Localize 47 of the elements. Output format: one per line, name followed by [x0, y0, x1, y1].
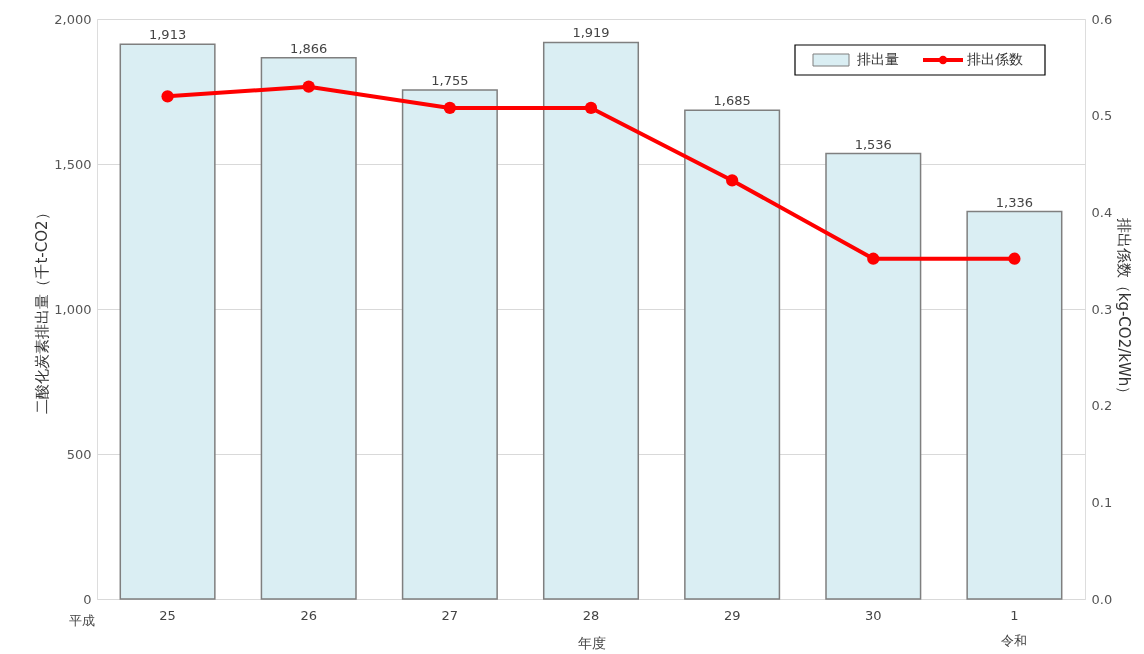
bar [401, 89, 498, 600]
data-label: 1,536 [854, 136, 892, 152]
point [1008, 252, 1021, 265]
data-label: 1,913 [148, 27, 187, 43]
x-tick-label: 26 [300, 607, 317, 623]
data-label: 1,866 [290, 40, 328, 56]
y2-tick-label: 0.5 [1091, 108, 1113, 124]
bar [542, 41, 640, 600]
y2-tick-label: 0.4 [1091, 204, 1113, 220]
x-axis-title: 年度 [577, 634, 606, 651]
bar [684, 109, 781, 600]
bar [966, 210, 1063, 600]
x-tick-label: 1 [1010, 607, 1019, 623]
y-tick-label: 1,000 [54, 301, 92, 317]
bar [119, 43, 216, 600]
y-tick-label: 500 [66, 446, 92, 462]
point [302, 80, 315, 93]
data-label: 1,336 [995, 194, 1034, 210]
y2-tick-label: 0.6 [1091, 11, 1113, 27]
point [161, 90, 174, 103]
point [584, 101, 598, 115]
legend-label: 排出係数 [967, 51, 1023, 67]
y-tick-label: 0 [83, 591, 92, 607]
text: 令和 [1001, 633, 1028, 648]
point [726, 174, 739, 187]
y2-tick-label: 0.2 [1091, 398, 1113, 414]
y2-tick-label: 0.1 [1091, 494, 1113, 510]
y-axis-title: 二酸化炭素排出量（千t-CO2） [33, 205, 52, 414]
x-tick-label: 30 [865, 607, 882, 623]
data-label: 1,919 [572, 25, 610, 41]
bar [825, 152, 922, 600]
y-tick-label: 2,000 [54, 11, 92, 27]
text: 平成 [69, 613, 95, 628]
legend-label: 排出量 [857, 51, 899, 67]
data-label: 1,755 [431, 73, 469, 89]
y2-tick-label: 0.0 [1091, 591, 1113, 607]
x-tick-label: 25 [159, 607, 176, 623]
y2-tick-label: 0.3 [1091, 301, 1113, 317]
point [867, 252, 880, 265]
x-tick-label: 28 [582, 607, 600, 623]
point [443, 101, 456, 115]
y2-axis-title: 排出係数（kg-CO2/kWh） [1115, 217, 1134, 402]
data-label: 1,685 [713, 93, 751, 109]
x-tick-label: 27 [441, 607, 459, 623]
bar [260, 57, 357, 600]
x-tick-label: 29 [723, 607, 741, 623]
y-tick-label: 1,500 [54, 156, 92, 172]
